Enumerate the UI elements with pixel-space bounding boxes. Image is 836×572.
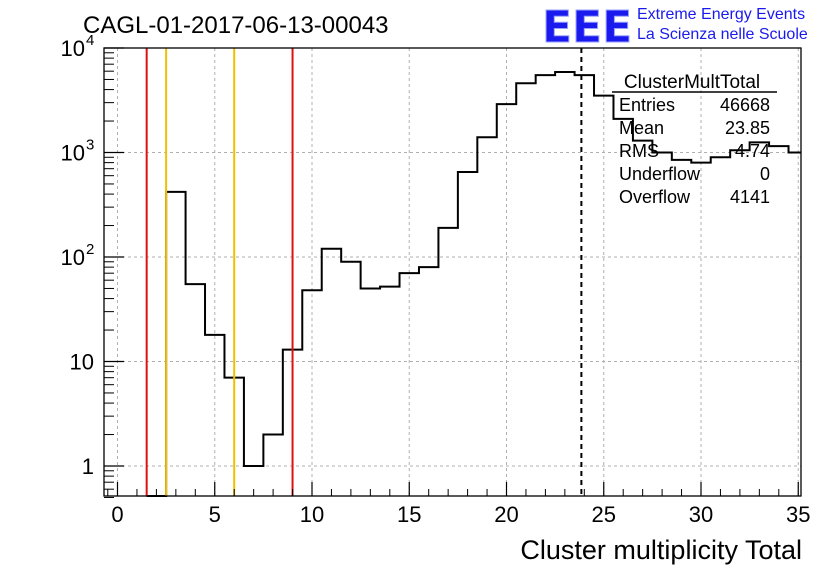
y-tick-label: 10 — [61, 141, 85, 166]
y-tick-label: 10 — [61, 36, 85, 61]
x-tick-label: 25 — [592, 502, 616, 527]
x-tick-label: 5 — [209, 502, 221, 527]
x-tick-label: 30 — [689, 502, 713, 527]
logo-mark: EEE — [542, 2, 632, 53]
stats-box: ClusterMultTotal Entries 46668 Mean 23.85 RM… — [612, 72, 777, 207]
y-tick-exponent: 2 — [86, 241, 94, 258]
x-tick-label: 20 — [494, 502, 518, 527]
eee-logo: EEE Extreme Energy Events La Scienza nel… — [542, 2, 808, 54]
x-tick-label: 0 — [111, 502, 123, 527]
y-tick-label: 10 — [70, 350, 94, 375]
y-tick-label: 1 — [82, 454, 94, 479]
y-tick-exponent: 3 — [86, 137, 94, 154]
chart-title: CAGL-01-2017-06-13-00043 — [83, 12, 389, 39]
stats-row-name: Underflow — [619, 164, 701, 184]
stats-row-value: 0 — [760, 164, 770, 184]
y-tick-label: 10 — [61, 245, 85, 270]
stats-row-name: RMS — [619, 141, 659, 161]
x-axis: 0 5 10 15 20 25 30 35 — [107, 482, 810, 527]
y-tick-exponent: 4 — [86, 32, 94, 49]
histogram-line — [146, 70, 801, 497]
x-tick-label: 15 — [397, 502, 421, 527]
stats-row-name: Overflow — [619, 187, 691, 207]
stats-title: ClusterMultTotal — [624, 72, 760, 93]
logo-line1: Extreme Energy Events — [637, 6, 805, 23]
stats-row-name: Mean — [619, 118, 664, 138]
stats-row-value: 4.74 — [735, 141, 770, 161]
x-axis-label: Cluster multiplicity Total — [520, 535, 802, 565]
marker-lines — [145, 48, 583, 496]
stats-row-value: 4141 — [730, 187, 770, 207]
stats-row-name: Entries — [619, 95, 675, 115]
plot-frame — [103, 47, 802, 497]
x-tick-label: 10 — [300, 502, 324, 527]
grid — [104, 47, 801, 496]
stats-row-value: 23.85 — [725, 118, 770, 138]
logo-line2: La Scienza nelle Scuole — [637, 26, 808, 43]
stats-row-value: 46668 — [720, 95, 770, 115]
x-tick-label: 35 — [786, 502, 810, 527]
